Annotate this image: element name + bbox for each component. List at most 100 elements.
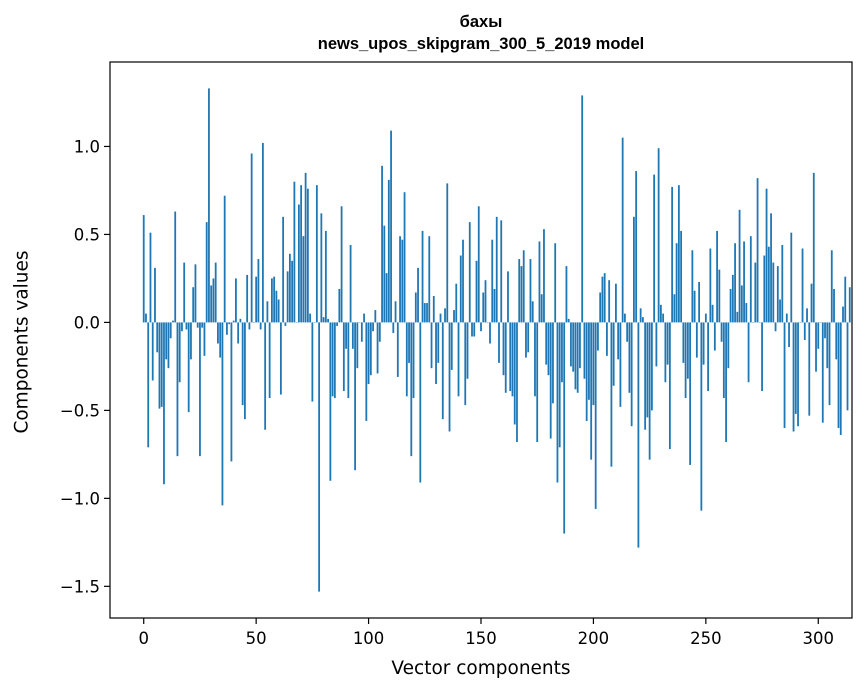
bar-component-176 xyxy=(538,241,541,323)
bar-component-53 xyxy=(261,142,264,323)
bar-component-134 xyxy=(444,308,446,323)
bar-component-171 xyxy=(527,322,530,353)
bar-component-135 xyxy=(446,183,449,323)
y-axis-label: Components values xyxy=(11,250,33,434)
bar-component-284 xyxy=(781,244,784,323)
bar-component-254 xyxy=(713,322,716,351)
bar-component-221 xyxy=(639,308,642,323)
bar-component-12 xyxy=(169,322,172,339)
bar-component-184 xyxy=(556,322,559,483)
bar-component-204 xyxy=(601,276,604,323)
bar-component-248 xyxy=(700,322,703,511)
bar-component-223 xyxy=(644,322,647,430)
bar-component-5 xyxy=(154,267,156,323)
bar-component-111 xyxy=(392,322,395,333)
bar-component-52 xyxy=(259,322,262,330)
bar-component-191 xyxy=(572,322,575,372)
bar-component-98 xyxy=(363,313,365,323)
bar-component-288 xyxy=(790,232,793,323)
bar-component-264 xyxy=(736,311,739,323)
x-ticks-group: 0 50 100 150 200 250 300 xyxy=(138,618,834,648)
bar-component-290 xyxy=(794,322,797,414)
axes-frame xyxy=(109,61,853,619)
y-tick-label: −1.0 xyxy=(60,489,100,508)
bar-component-313 xyxy=(846,322,849,411)
bar-component-62 xyxy=(282,216,285,323)
bar-component-14 xyxy=(174,211,177,323)
bar-component-107 xyxy=(383,225,386,323)
bar-component-307 xyxy=(833,288,835,323)
bar-component-67 xyxy=(293,181,296,323)
bar-component-310 xyxy=(839,322,842,436)
bar-component-193 xyxy=(576,322,579,393)
bar-component-27 xyxy=(203,322,206,356)
bar-component-251 xyxy=(707,322,709,392)
bar-component-283 xyxy=(779,299,781,323)
bar-component-72 xyxy=(304,172,307,323)
bar-component-32 xyxy=(214,262,217,323)
bar-component-43 xyxy=(239,318,242,323)
bar-component-218 xyxy=(632,216,635,323)
bar-component-36 xyxy=(223,195,226,323)
bar-component-101 xyxy=(369,322,372,376)
bar-component-295 xyxy=(806,308,808,323)
bar-component-127 xyxy=(428,236,431,323)
bar-component-205 xyxy=(603,273,606,323)
bar-component-139 xyxy=(455,283,458,323)
bar-component-77 xyxy=(315,185,318,323)
bar-component-268 xyxy=(745,303,748,323)
bar-component-296 xyxy=(808,322,811,416)
bar-component-273 xyxy=(756,178,759,323)
bar-component-51 xyxy=(257,259,260,323)
bar-component-187 xyxy=(563,322,566,534)
bar-component-289 xyxy=(792,322,795,432)
bar-component-239 xyxy=(680,230,683,323)
bar-component-258 xyxy=(722,322,725,399)
bar-component-54 xyxy=(264,322,267,430)
bar-component-136 xyxy=(448,322,451,432)
bar-component-66 xyxy=(291,260,294,323)
bar-component-3 xyxy=(149,232,152,323)
bar-component-141 xyxy=(459,255,462,323)
bar-component-42 xyxy=(237,322,240,344)
bar-component-126 xyxy=(426,303,428,323)
bar-component-17 xyxy=(181,322,183,332)
bar-component-74 xyxy=(309,313,312,323)
bar-component-164 xyxy=(511,322,514,397)
bar-component-186 xyxy=(561,322,563,383)
bar-component-120 xyxy=(412,322,415,399)
bar-component-269 xyxy=(747,322,750,383)
bar-component-195 xyxy=(581,95,584,323)
bar-component-40 xyxy=(232,320,235,323)
bar-component-285 xyxy=(783,322,786,428)
bar-component-117 xyxy=(405,322,408,397)
bar-component-4 xyxy=(151,322,154,381)
bar-component-170 xyxy=(525,322,527,358)
y-tick-label: 0.5 xyxy=(74,225,100,244)
bar-component-159 xyxy=(500,220,503,323)
bar-component-300 xyxy=(817,322,820,349)
bar-component-249 xyxy=(702,322,705,365)
bar-component-260 xyxy=(727,322,730,369)
bar-component-247 xyxy=(698,281,701,323)
bar-component-190 xyxy=(570,322,572,367)
bar-component-173 xyxy=(531,301,534,323)
bar-component-272 xyxy=(754,262,757,323)
bar-component-175 xyxy=(536,322,539,443)
bar-component-26 xyxy=(201,322,204,328)
bar-component-157 xyxy=(495,216,498,323)
bar-component-263 xyxy=(734,243,736,323)
bar-component-16 xyxy=(178,322,181,383)
bar-component-132 xyxy=(439,313,442,323)
bar-component-80 xyxy=(322,317,325,323)
bar-component-237 xyxy=(675,243,678,323)
bar-component-168 xyxy=(520,266,523,323)
bar-component-2 xyxy=(147,322,150,448)
bar-component-125 xyxy=(423,303,426,323)
bars-group xyxy=(142,88,851,592)
bar-component-211 xyxy=(617,322,620,360)
bar-component-50 xyxy=(255,276,258,323)
bar-component-212 xyxy=(619,322,622,407)
bar-component-256 xyxy=(718,269,721,323)
bar-component-228 xyxy=(655,322,658,367)
